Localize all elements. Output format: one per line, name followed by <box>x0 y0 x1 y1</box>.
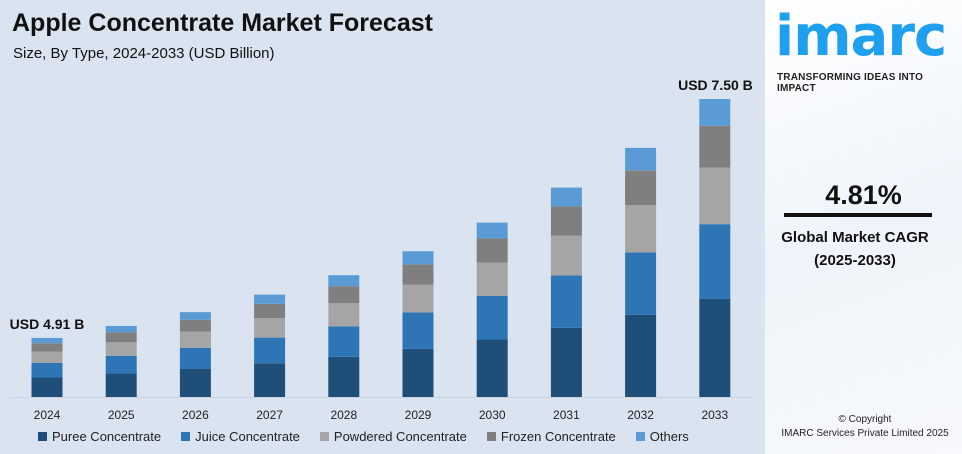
bar-segment <box>31 362 63 378</box>
cagr-value: 4.81% <box>825 180 902 210</box>
tagline: TRANSFORMING IDEAS INTO IMPACT <box>777 72 924 94</box>
bar-segment <box>699 167 731 225</box>
legend-label: Puree Concentrate <box>52 429 162 444</box>
legend-swatch <box>486 432 496 441</box>
bar-segment <box>625 205 657 253</box>
bar-segment <box>625 252 657 315</box>
bar-segment <box>402 348 434 397</box>
bar-segment <box>31 351 63 363</box>
bar-segment <box>105 332 137 343</box>
bar-segment <box>179 319 211 332</box>
cagr-label: Global Market CAGR <box>781 229 929 246</box>
legend-item: Puree Concentrate <box>38 429 161 444</box>
bar-segment <box>254 303 286 319</box>
x-tick-label: 2025 <box>108 408 135 422</box>
bar-segment <box>625 170 657 206</box>
data-label: USD 7.50 B <box>678 77 753 93</box>
bar-segment <box>402 251 434 265</box>
bar-segment <box>699 298 731 397</box>
legend-label: Powdered Concentrate <box>333 429 467 444</box>
bar-segment <box>254 294 286 304</box>
legend-item: Powdered Concentrate <box>319 429 467 444</box>
bar-segment <box>179 331 211 348</box>
bar-segment <box>402 264 434 285</box>
data-label: USD 4.91 B <box>10 316 85 332</box>
bar-segment <box>328 356 360 397</box>
legend-label: Frozen Concentrate <box>500 429 616 444</box>
legend-item: Juice Concentrate <box>181 429 300 444</box>
bar-segment <box>476 238 508 263</box>
bar-segment <box>550 327 582 397</box>
x-tick-label: 2024 <box>34 408 61 422</box>
bar-segment <box>550 275 582 328</box>
bar-segment <box>254 318 286 338</box>
bar-segment <box>328 286 360 304</box>
bar-segment <box>179 312 211 320</box>
cagr-period: (2025-2033) <box>814 252 896 269</box>
legend-swatch <box>635 432 645 441</box>
bar-segment <box>254 337 286 364</box>
bar-segment <box>550 187 582 207</box>
bar-segment <box>328 303 360 327</box>
legend-item: Others <box>635 429 689 444</box>
bar-segment <box>550 206 582 236</box>
company-name: IMARC Services Private Limited 2025 <box>781 428 949 439</box>
legend-swatch <box>319 432 329 441</box>
x-tick-label: 2030 <box>479 408 506 422</box>
bar-segment <box>328 275 360 287</box>
bar-segment <box>105 325 137 333</box>
imarc-logo: imarc <box>775 4 947 69</box>
bar-segment <box>254 363 286 397</box>
bar-segment <box>625 314 657 397</box>
bar-segment <box>105 355 137 374</box>
bar-segment <box>105 373 137 397</box>
chart-title: Apple Concentrate Market Forecast <box>12 9 433 37</box>
bar-segment <box>328 326 360 357</box>
stacked-bar-chart: 2024 USD 4.91 B 2025 2026 2027 2028 2029 2030 20… <box>10 77 753 422</box>
bar-segment <box>402 312 434 349</box>
x-tick-label: 2033 <box>701 408 728 422</box>
bar-segment <box>699 125 731 168</box>
bar-segment <box>476 339 508 397</box>
divider <box>784 213 932 217</box>
x-tick-label: 2028 <box>330 408 357 422</box>
legend-label: Others <box>649 429 689 444</box>
x-tick-label: 2029 <box>405 408 432 422</box>
bar-segment <box>550 235 582 276</box>
legend-swatch <box>38 432 47 441</box>
bar-segment <box>31 337 63 344</box>
bar-segment <box>625 147 657 171</box>
copyright: © Copyright <box>838 414 892 425</box>
x-tick-label: 2032 <box>627 408 654 422</box>
x-tick-label: 2026 <box>182 408 209 422</box>
bar-segment <box>699 99 731 126</box>
bar-segment <box>476 222 508 239</box>
bar-segment <box>476 262 508 296</box>
side-panel: imarc TRANSFORMING IDEAS INTO IMPACT 4.8… <box>765 0 962 454</box>
legend-swatch <box>181 432 191 441</box>
bar-segment <box>699 224 731 299</box>
bar-segment <box>31 343 63 352</box>
bar-segment <box>31 377 63 397</box>
legend-label: Juice Concentrate <box>195 429 300 444</box>
bar-segment <box>476 295 508 340</box>
bar-segment <box>402 284 434 313</box>
legend-item: Frozen Concentrate <box>486 429 616 444</box>
chart-subtitle: Size, By Type, 2024-2033 (USD Billion) <box>13 45 275 62</box>
bar-segment <box>105 342 137 356</box>
legend: Puree Concentrate Juice Concentrate Powder… <box>38 429 709 444</box>
x-tick-label: 2031 <box>553 408 580 422</box>
bar-segment <box>179 368 211 397</box>
x-tick-label: 2027 <box>256 408 283 422</box>
bar-segment <box>179 347 211 369</box>
